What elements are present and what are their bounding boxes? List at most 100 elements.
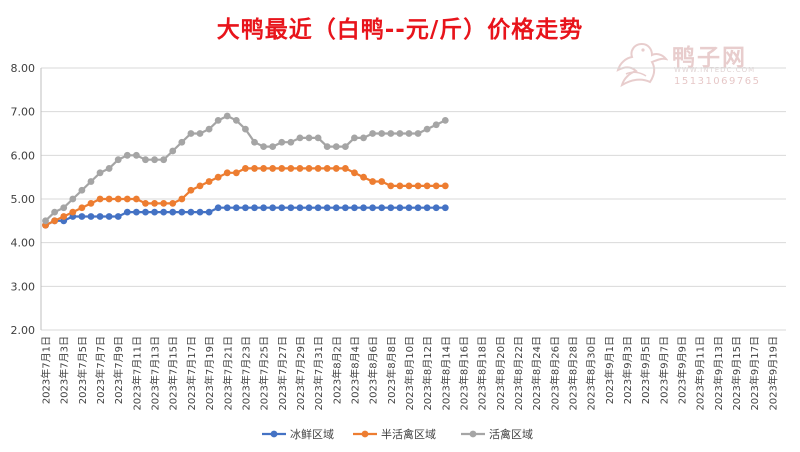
data-point [78, 204, 86, 212]
data-point [414, 182, 422, 190]
legend-marker [361, 430, 369, 438]
data-point [287, 204, 295, 212]
x-tick-label: 2023年8月16日 [457, 336, 470, 411]
data-point [60, 213, 68, 220]
data-point [251, 138, 258, 146]
data-point [78, 213, 86, 220]
data-point [232, 117, 240, 124]
data-point [142, 156, 149, 164]
legend-label: 半活禽区域 [381, 427, 436, 441]
data-point [405, 182, 413, 190]
data-point [123, 208, 131, 216]
data-point [369, 178, 377, 185]
data-point [369, 130, 377, 137]
data-point [323, 143, 331, 151]
data-point [242, 204, 249, 212]
data-point [232, 169, 240, 177]
x-tick-label: 2023年8月2日 [330, 336, 343, 404]
chart-title: 大鸭最近（白鸭--元/斤）价格走势 [216, 17, 584, 43]
duck-logo-icon [616, 42, 668, 88]
data-point [123, 195, 131, 203]
data-point [287, 165, 295, 172]
data-point [169, 199, 177, 207]
data-point [96, 213, 104, 220]
data-point [314, 165, 322, 172]
data-point [114, 156, 122, 164]
x-tick-label: 2023年7月23日 [239, 336, 252, 411]
data-point [151, 208, 158, 216]
data-point [360, 204, 367, 212]
data-point [169, 147, 177, 155]
data-point [187, 130, 195, 137]
data-point [260, 204, 267, 212]
data-point [260, 165, 267, 172]
x-tick-label: 2023年9月19日 [766, 336, 779, 411]
x-tick-label: 2023年8月20日 [494, 336, 507, 411]
data-point [296, 165, 304, 172]
x-tick-label: 2023年7月25日 [258, 336, 271, 411]
x-tick-label: 2023年7月9日 [112, 336, 125, 404]
series-2 [42, 165, 449, 229]
data-point [314, 134, 322, 142]
data-point [132, 151, 140, 159]
y-axis: 8.00 7.00 6.00 5.00 4.00 3.00 2.00 [11, 62, 36, 337]
data-point [314, 204, 322, 212]
data-point [432, 121, 440, 129]
data-point [414, 130, 422, 137]
data-point [51, 208, 59, 216]
data-point [105, 165, 113, 172]
watermark-logo: 鸭子网 WWW.INTEDC.COM 15131069765 [612, 38, 782, 94]
data-point [432, 182, 440, 190]
data-point [132, 195, 140, 203]
x-tick-label: 2023年8月12日 [421, 336, 434, 411]
x-tick-label: 2023年7月29日 [294, 336, 307, 411]
x-axis: 2023年7月1日 2023年7月3日 2023年7月5日 2023年7月7日 2023… [40, 336, 780, 411]
data-point [278, 204, 286, 212]
data-point [214, 117, 222, 124]
data-point [278, 165, 286, 172]
data-point [323, 204, 331, 212]
x-tick-label: 2023年7月13日 [149, 336, 162, 411]
x-tick-label: 2023年9月13日 [712, 336, 725, 411]
x-tick-label: 2023年7月7日 [94, 336, 107, 404]
data-point [441, 182, 449, 190]
data-point [242, 125, 249, 133]
data-point [278, 138, 286, 146]
data-point [160, 156, 168, 164]
x-tick-label: 2023年8月24日 [530, 336, 543, 411]
data-point [187, 208, 195, 216]
x-tick-label: 2023年7月17日 [185, 336, 198, 411]
data-point [160, 208, 168, 216]
data-point [341, 204, 349, 212]
x-tick-label: 2023年9月5日 [639, 336, 652, 404]
x-tick-label: 2023年8月22日 [512, 336, 525, 411]
data-point [332, 165, 340, 172]
legend-marker [469, 430, 477, 438]
data-point [223, 112, 231, 120]
data-point [242, 165, 249, 172]
data-point [96, 195, 104, 203]
data-point [87, 213, 95, 220]
x-tick-label: 2023年9月11日 [694, 336, 707, 411]
data-point [123, 151, 131, 159]
data-point [423, 182, 431, 190]
data-point [360, 134, 367, 142]
data-point [405, 204, 413, 212]
data-point [178, 208, 186, 216]
data-point [287, 138, 295, 146]
y-tick-label: 7.00 [11, 106, 36, 119]
data-point [387, 130, 395, 137]
data-point [60, 204, 68, 212]
y-tick-label: 3.00 [11, 280, 36, 293]
x-tick-label: 2023年8月6日 [367, 336, 380, 404]
data-point [132, 208, 140, 216]
series-3 [42, 112, 449, 225]
data-point [178, 195, 186, 203]
data-point [296, 134, 304, 142]
data-point [423, 204, 431, 212]
data-point [96, 169, 104, 177]
x-tick-label: 2023年7月19日 [203, 336, 216, 411]
y-tick-label: 4.00 [11, 237, 36, 250]
grid-layer [40, 67, 786, 331]
data-point [42, 217, 49, 225]
